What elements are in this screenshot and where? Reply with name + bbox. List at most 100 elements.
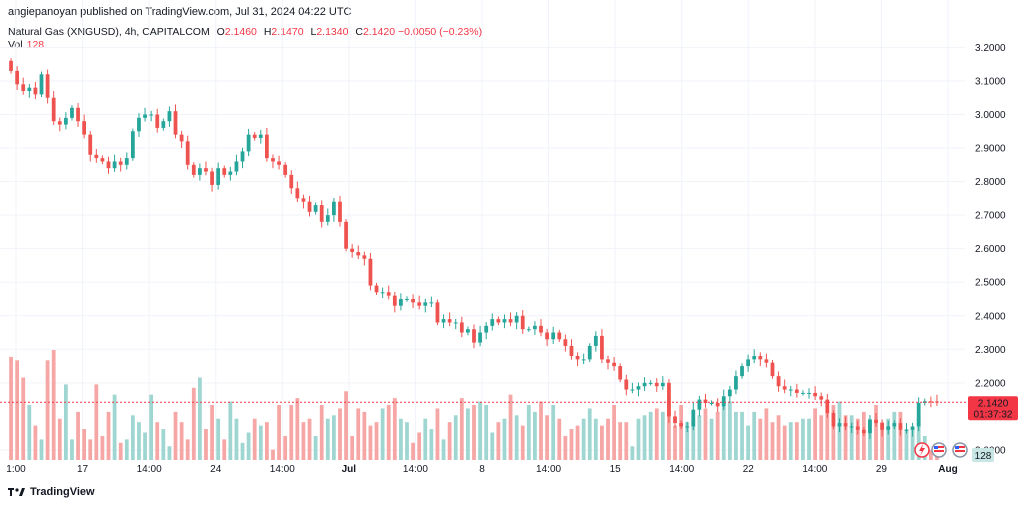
candle-down [776, 371, 781, 392]
volume-bar [478, 401, 482, 460]
candle-down [654, 378, 659, 392]
legend-ohlc-row: Natural Gas (XNGUSD), 4h, CAPITALCOM O2.… [8, 26, 482, 39]
price-axis[interactable]: 3.2000 3.1000 3.0000 2.9000 2.8000 2.7000 2.60… [975, 43, 1006, 457]
candle-down [301, 194, 306, 209]
candle-down [831, 410, 836, 430]
time-axis[interactable]: 1:00 17 14:00 24 14:00 Jul 14:00 8 14:00 15 14:00 2… [6, 464, 957, 475]
volume-bar [685, 422, 690, 460]
volume-bar [447, 422, 452, 460]
candle-down [21, 77, 26, 95]
candle-up [234, 154, 239, 176]
volume-bar [51, 350, 56, 460]
candle-up [423, 298, 428, 313]
volume-bar [794, 422, 799, 460]
volume-bar [356, 408, 361, 460]
candle-up [910, 422, 915, 437]
volume-bar [118, 442, 123, 460]
x-tick-label: 1:00 [6, 464, 26, 475]
volume-bar [240, 442, 245, 460]
volume-bar [673, 425, 677, 460]
candle-down [874, 413, 878, 427]
volume-bar [679, 405, 683, 460]
candle-up [39, 71, 44, 98]
candle-down [575, 352, 580, 367]
volume-bar [581, 418, 586, 460]
candle-down [612, 357, 616, 371]
volume-bar [752, 411, 757, 460]
high-label: H [263, 26, 272, 38]
volume-bar [880, 422, 885, 460]
volume-bar [600, 425, 604, 460]
candle-down [295, 181, 300, 203]
tradingview-logo[interactable]: TradingView [8, 486, 95, 498]
volume-bar [185, 439, 190, 460]
volume-bar [691, 418, 696, 460]
close-label: C [355, 26, 363, 38]
volume-bar [855, 418, 860, 460]
candle-up [399, 293, 403, 311]
y-tick-label: 3.2000 [975, 43, 1006, 54]
us-flag-event-icon[interactable] [931, 442, 947, 458]
candle-up [593, 331, 598, 352]
volume-bar [612, 405, 616, 460]
chart-legend: Natural Gas (XNGUSD), 4h, CAPITALCOM O2.… [8, 26, 482, 52]
change-value: −0.0050 (−0.23%) [398, 26, 483, 38]
candle-down [88, 130, 93, 162]
lightning-event-icon[interactable] [914, 442, 930, 458]
x-tick-label: 22 [743, 464, 755, 475]
volume-bar [782, 425, 787, 460]
volume-bars [9, 350, 939, 460]
x-tick-label: Aug [938, 464, 957, 475]
candle-down [417, 295, 422, 310]
volume-bar [539, 401, 543, 460]
volume-bar [904, 429, 909, 460]
candle-down [82, 114, 87, 139]
volume-bar [155, 422, 160, 460]
volume-bar [313, 435, 318, 460]
volume-bar [709, 418, 714, 460]
volume-bar [197, 377, 202, 460]
candle-down [459, 316, 464, 338]
volume-bar [307, 418, 312, 460]
candle-up [161, 118, 166, 131]
volume-bar [435, 408, 440, 460]
volume-bar [234, 418, 239, 460]
candle-up [734, 370, 738, 395]
volume-bar [137, 422, 141, 460]
y-tick-label: 2.5000 [975, 278, 1006, 289]
symbol-name[interactable]: Natural Gas (XNGUSD), 4h, CAPITALCOM [8, 26, 210, 38]
candle-up [630, 382, 635, 394]
x-tick-label: 17 [77, 464, 89, 475]
candle-up [801, 390, 805, 396]
us-flag-event-icon[interactable] [952, 442, 968, 458]
volume-bar [575, 425, 580, 460]
volume-bar [386, 405, 391, 460]
legend-volume-row: Vol 128 [8, 39, 482, 52]
candle-up [642, 377, 647, 391]
high-value: 2.1470 [271, 26, 304, 38]
candle-down [9, 58, 13, 74]
candle-up [752, 349, 757, 364]
x-tick-label: 14:00 [802, 464, 827, 475]
volume-bar [82, 429, 87, 460]
candle-up [514, 312, 519, 330]
event-icons[interactable] [914, 442, 968, 458]
x-tick-label: Jul [342, 464, 357, 475]
candle-up [478, 325, 482, 347]
volume-bar [417, 432, 422, 460]
volume-bar [770, 422, 775, 460]
candle-down [703, 393, 708, 408]
open-value: 2.1460 [224, 26, 257, 38]
candle-up [709, 400, 714, 406]
volume-bar [100, 435, 105, 460]
y-tick-label: 3.1000 [975, 76, 1006, 87]
volume-bar [332, 415, 336, 460]
candle-down [289, 170, 294, 195]
volume-bar [727, 401, 732, 460]
candle-down [624, 374, 629, 396]
candle-down [57, 117, 62, 132]
candle-down [606, 355, 610, 370]
volume-bar [587, 408, 592, 460]
candle-down [667, 379, 671, 424]
